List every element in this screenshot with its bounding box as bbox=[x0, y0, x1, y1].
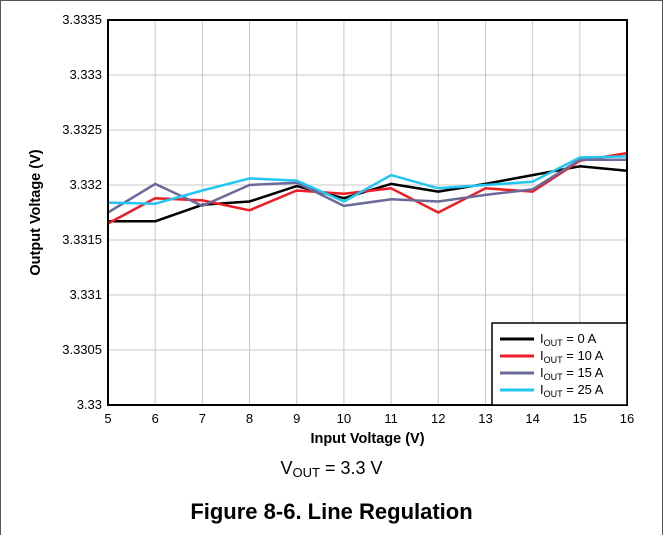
legend-symbol: I bbox=[540, 382, 544, 397]
x-tick-label: 14 bbox=[525, 411, 539, 426]
y-tick-label: 3.3315 bbox=[62, 232, 102, 247]
legend-value: = 0 A bbox=[563, 331, 597, 346]
y-tick-label: 3.333 bbox=[69, 67, 102, 82]
x-tick-label: 11 bbox=[384, 411, 398, 426]
legend-symbol: I bbox=[540, 348, 544, 363]
legend-subscript: OUT bbox=[544, 338, 564, 348]
figure-caption: Figure 8-6. Line Regulation bbox=[190, 499, 473, 524]
legend-value: = 10 A bbox=[563, 348, 604, 363]
series-line-3 bbox=[107, 158, 627, 214]
x-tick-label: 6 bbox=[152, 411, 159, 426]
x-tick-label: 10 bbox=[337, 411, 351, 426]
x-tick-labels: 5 6 7 8 9 10 11 12 13 14 15 16 bbox=[104, 411, 634, 426]
legend-subscript: OUT bbox=[544, 355, 564, 365]
legend-entry-3: IOUT = 15 A bbox=[540, 365, 604, 382]
condition-value: = 3.3 V bbox=[319, 458, 383, 478]
y-tick-label: 3.3325 bbox=[62, 122, 102, 137]
x-tick-label: 7 bbox=[199, 411, 206, 426]
legend-entry-4: IOUT = 25 A bbox=[540, 382, 604, 399]
legend-value: = 25 A bbox=[563, 382, 604, 397]
legend-subscript: OUT bbox=[544, 372, 564, 382]
legend-symbol: I bbox=[540, 331, 544, 346]
y-tick-label: 3.331 bbox=[69, 287, 102, 302]
y-axis-label: Output Voltage (V) bbox=[28, 149, 44, 275]
line-chart: 5 6 7 8 9 10 11 12 13 14 15 16 3.33 3.3305 3.331 3.331… bbox=[28, 12, 634, 447]
test-condition: VOUT = 3.3 V bbox=[0, 458, 663, 480]
x-tick-label: 8 bbox=[246, 411, 253, 426]
y-tick-label: 3.3335 bbox=[62, 12, 102, 27]
y-tick-label: 3.33 bbox=[77, 397, 102, 412]
legend-entry-2: IOUT = 10 A bbox=[540, 348, 604, 365]
y-tick-label: 3.332 bbox=[69, 177, 102, 192]
condition-subscript: OUT bbox=[292, 465, 320, 480]
condition-symbol: V bbox=[280, 458, 293, 478]
series-lines bbox=[107, 151, 628, 225]
legend-subscript: OUT bbox=[544, 389, 564, 399]
legend-symbol: I bbox=[540, 365, 544, 380]
y-tick-labels: 3.33 3.3305 3.331 3.3315 3.332 3.3325 3.333 3.3… bbox=[62, 12, 102, 412]
legend-value: = 15 A bbox=[563, 365, 604, 380]
y-tick-label: 3.3305 bbox=[62, 342, 102, 357]
x-tick-label: 5 bbox=[104, 411, 111, 426]
x-tick-label: 12 bbox=[431, 411, 445, 426]
series-line-2 bbox=[107, 151, 628, 225]
x-tick-label: 9 bbox=[293, 411, 300, 426]
series-line-4 bbox=[107, 155, 628, 205]
x-tick-label: 13 bbox=[478, 411, 492, 426]
plot-area-border bbox=[107, 19, 628, 406]
x-axis-label: Input Voltage (V) bbox=[310, 431, 424, 447]
x-tick-label: 16 bbox=[620, 411, 634, 426]
legend-entry-1: IOUT = 0 A bbox=[540, 331, 597, 348]
x-tick-label: 15 bbox=[573, 411, 587, 426]
